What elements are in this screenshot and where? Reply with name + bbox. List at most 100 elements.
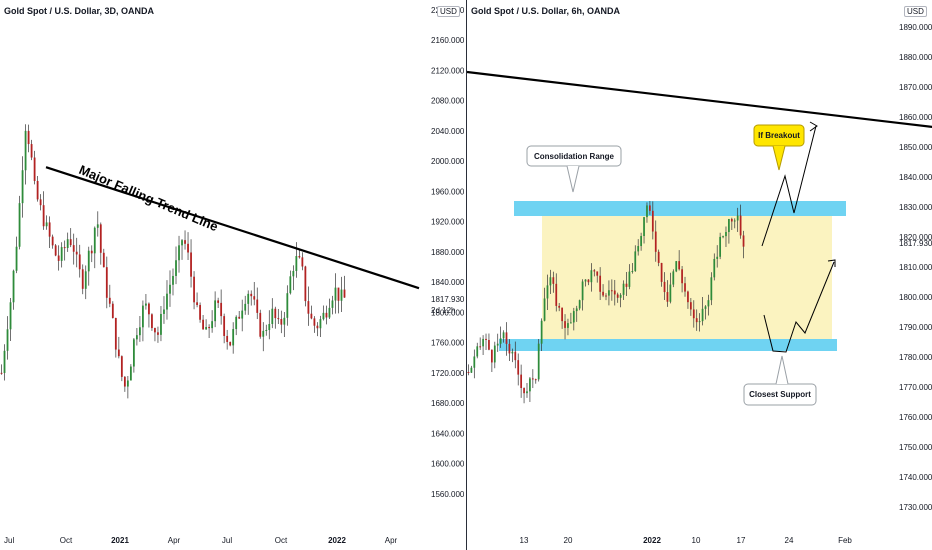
right-candle (625, 283, 628, 287)
right-candle (707, 300, 710, 307)
left-chart-title: Gold Spot / U.S. Dollar, 3D, OANDA (4, 6, 155, 16)
left-currency-badge[interactable]: USD (437, 6, 460, 17)
right-candle (543, 298, 546, 321)
right-candle (467, 372, 470, 373)
left-candle (208, 326, 211, 329)
left-candle (51, 236, 54, 246)
left-candle (274, 308, 277, 319)
left-candle (9, 302, 12, 330)
right-candle (537, 343, 540, 380)
left-y-tick: 1680.000 (431, 399, 465, 408)
left-candle (256, 299, 259, 313)
right-candle (514, 351, 517, 361)
left-chart-canvas[interactable]: 1560.000 1600.000 1640.000 1680.000 1720.000… (0, 0, 466, 550)
left-candle (18, 203, 21, 247)
left-y-tick: 1880.000 (431, 248, 465, 257)
right-candle (713, 258, 716, 278)
right-chart-canvas[interactable]: 1730.000 1740.000 1750.000 1760.000 1770.000… (467, 0, 932, 550)
right-candle (476, 346, 479, 357)
right-candle (657, 251, 660, 263)
right-candle (567, 323, 569, 328)
right-candle (564, 321, 566, 328)
right-candle (698, 321, 701, 323)
right-x-tick: 2022 (643, 536, 661, 545)
right-candle (622, 283, 625, 295)
right-candle (643, 217, 645, 237)
left-candle (181, 240, 183, 246)
left-candle (169, 284, 171, 294)
left-candle (331, 300, 334, 308)
right-candle (531, 378, 534, 380)
right-y-tick: 1810.000 (899, 263, 932, 272)
left-candle (57, 255, 60, 261)
left-candle (325, 312, 328, 318)
left-candle (286, 293, 289, 318)
right-candle (485, 338, 487, 340)
left-candle (319, 319, 322, 329)
left-candle (262, 330, 265, 337)
left-candle (268, 323, 271, 331)
right-candle (666, 292, 669, 302)
left-chart-panel[interactable]: 1560.000 1600.000 1640.000 1680.000 1720.000… (0, 0, 466, 550)
right-currency-badge[interactable]: USD (904, 6, 927, 17)
right-candle (619, 294, 622, 298)
right-candle (651, 210, 654, 232)
left-candle (12, 270, 15, 303)
right-candle (578, 300, 581, 309)
left-x-tick: 2021 (111, 536, 129, 545)
right-candle (695, 318, 698, 323)
right-candle (502, 332, 505, 339)
left-candle (334, 287, 337, 301)
right-y-tick: 1790.000 (899, 323, 932, 332)
left-candle (48, 222, 51, 237)
right-candle (637, 246, 640, 252)
right-candle (728, 218, 730, 233)
left-candle (69, 239, 72, 246)
right-chart-title: Gold Spot / U.S. Dollar, 6h, OANDA (471, 6, 621, 16)
right-candle (496, 343, 499, 346)
left-candle (316, 325, 319, 329)
left-candle (157, 332, 159, 335)
right-candle (649, 205, 651, 211)
right-candle (546, 285, 549, 299)
left-candle (166, 293, 168, 310)
left-candle (145, 303, 147, 306)
left-candle (39, 199, 42, 206)
left-candle (220, 302, 223, 317)
left-y-tick: 1960.000 (431, 187, 465, 196)
right-x-tick: Feb (838, 536, 852, 545)
right-candle (719, 236, 722, 257)
support-callout-text: Closest Support (749, 390, 811, 399)
left-trend-line[interactable] (45, 166, 420, 290)
left-candle (126, 380, 129, 387)
right-x-tick: 24 (785, 536, 794, 545)
left-candle (304, 266, 307, 302)
right-candle (681, 269, 683, 284)
breakout-projection (761, 125, 817, 247)
left-candle (187, 243, 189, 253)
right-y-tick: 1730.000 (899, 503, 932, 512)
right-trend-line[interactable] (467, 70, 932, 128)
left-candle (84, 271, 87, 289)
left-candle (87, 250, 90, 272)
right-candle (689, 302, 692, 310)
left-candle (193, 276, 195, 303)
left-candle (313, 318, 316, 326)
left-candle (271, 308, 274, 324)
left-candle (90, 250, 93, 254)
right-x-tick: 17 (737, 536, 746, 545)
right-y-tick: 1850.000 (899, 143, 932, 152)
left-y-tick: 1560.000 (431, 490, 465, 499)
left-candle (142, 305, 144, 328)
right-x-tick: 10 (692, 536, 701, 545)
consolidation-callout-pointer (566, 165, 580, 193)
right-candle (599, 275, 602, 292)
left-x-tick: Apr (168, 536, 181, 545)
left-x-tick: Apr (385, 536, 398, 545)
right-candle (722, 236, 724, 238)
right-chart-panel[interactable]: 1730.000 1740.000 1750.000 1760.000 1770.000… (466, 0, 932, 550)
left-candle (229, 341, 232, 346)
left-candle (99, 224, 102, 253)
right-candle (517, 360, 520, 375)
left-y-tick: 1640.000 (431, 429, 465, 438)
